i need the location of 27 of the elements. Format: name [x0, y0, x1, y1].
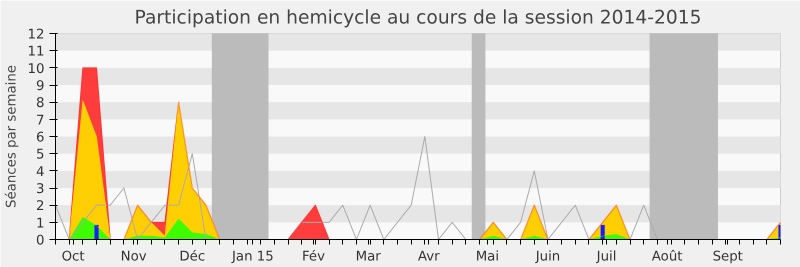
x-tick-label: Juin — [534, 250, 560, 264]
y-axis-title: Séances par semaine — [4, 65, 20, 208]
x-tick-label: Mai — [476, 250, 500, 264]
x-tick-label: Oct — [62, 250, 85, 264]
y-tick-label: 5 — [36, 148, 45, 163]
x-tick-label: Mar — [356, 250, 382, 264]
x-tick-label: Avr — [418, 250, 440, 264]
x-tick-label: Fév — [302, 250, 326, 264]
y-tick-label: 6 — [36, 130, 45, 146]
y-tick-label: 10 — [28, 62, 45, 77]
y-tick-label: 9 — [36, 79, 45, 94]
x-tick-label: Déc — [179, 250, 206, 264]
y-tick-label: 8 — [36, 96, 45, 112]
x-tick-label: Juil — [596, 250, 616, 264]
y-tick-label: 4 — [36, 164, 45, 180]
y-tick-label: 2 — [36, 199, 45, 214]
x-tick-label: Sept — [712, 250, 743, 264]
x-tick-label: Jan 15 — [231, 250, 274, 264]
y-tick-label: 7 — [36, 113, 45, 128]
y-tick-label: 1 — [36, 216, 45, 232]
y-tick-label: 11 — [28, 44, 45, 60]
y-tick-label: 3 — [36, 182, 45, 197]
chart-title: Participation en hemicycle au cours de la session 2014-2015 — [134, 8, 702, 28]
x-tick-label: Nov — [120, 250, 147, 264]
y-tick-label: 12 — [28, 28, 45, 42]
x-tick-label: Août — [652, 250, 683, 264]
y-tick-label: 0 — [36, 234, 45, 248]
